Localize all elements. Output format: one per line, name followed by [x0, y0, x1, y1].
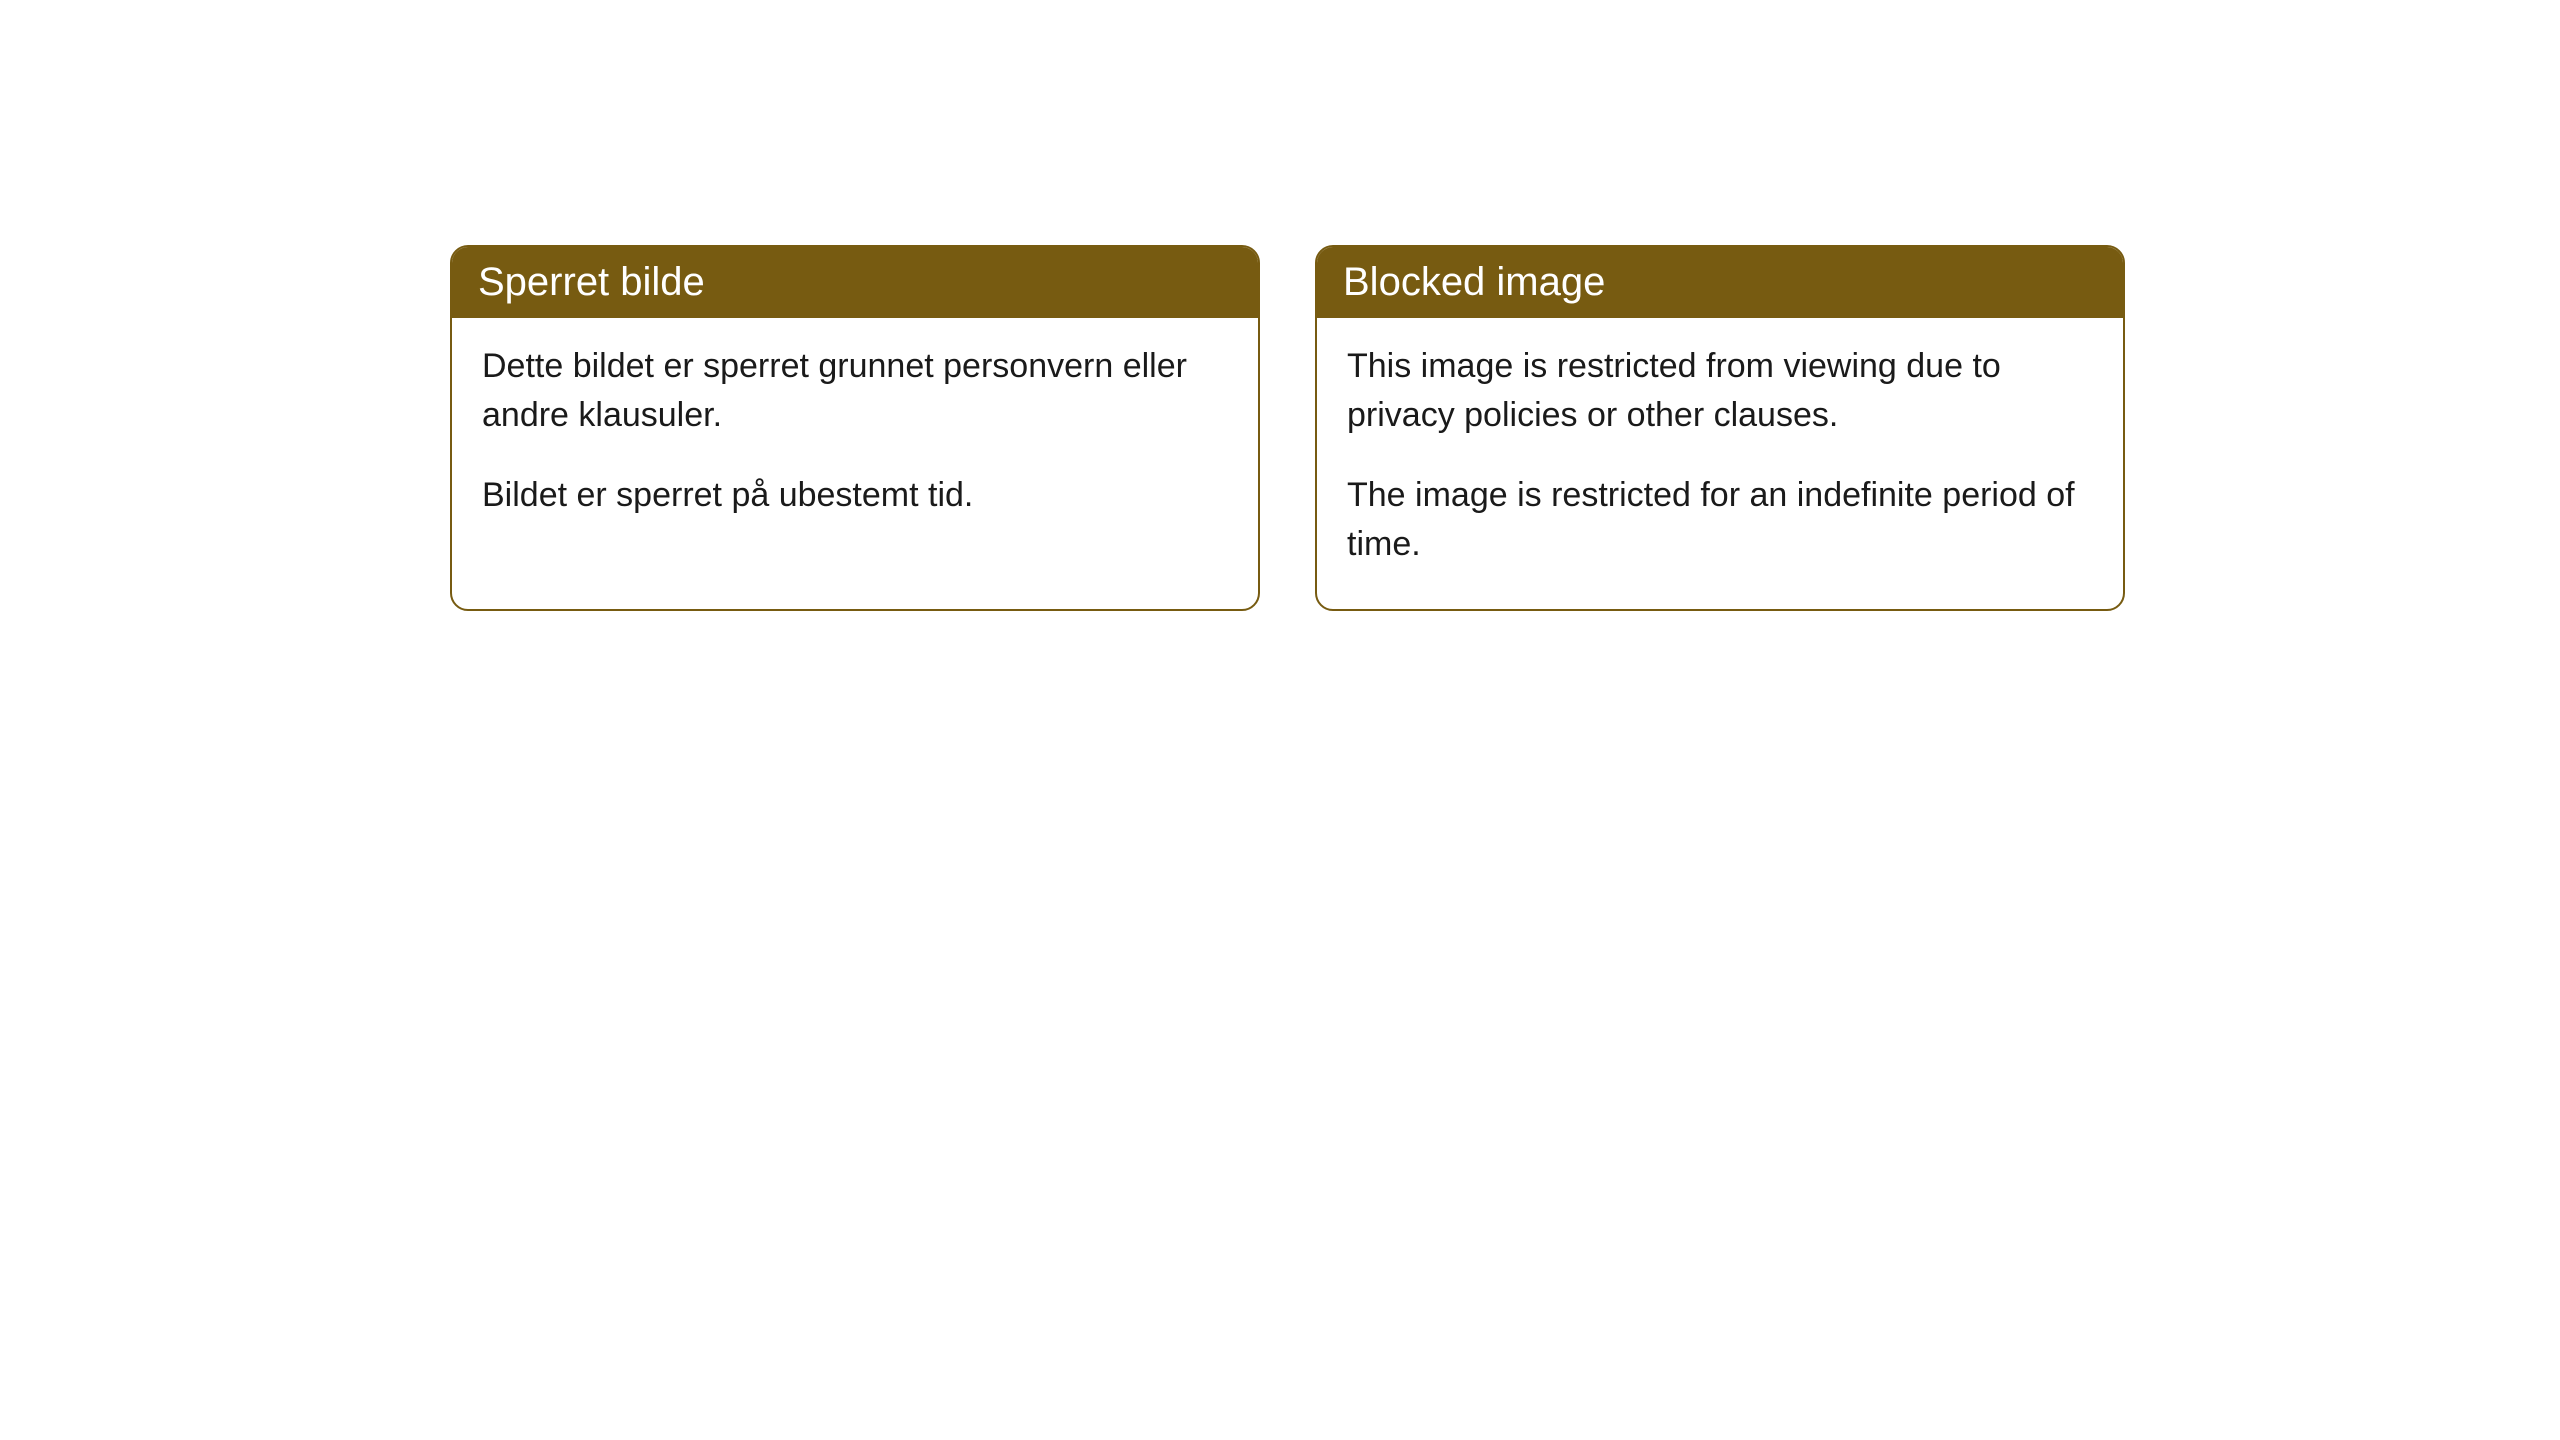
notice-card-english: Blocked image This image is restricted f… [1315, 245, 2125, 611]
card-paragraph: Dette bildet er sperret grunnet personve… [482, 342, 1228, 441]
card-header: Blocked image [1317, 247, 2123, 318]
card-header: Sperret bilde [452, 247, 1258, 318]
card-paragraph: Bildet er sperret på ubestemt tid. [482, 471, 1228, 520]
card-paragraph: The image is restricted for an indefinit… [1347, 471, 2093, 570]
notice-card-norwegian: Sperret bilde Dette bildet er sperret gr… [450, 245, 1260, 611]
card-title: Sperret bilde [478, 260, 705, 304]
card-body: This image is restricted from viewing du… [1317, 318, 2123, 609]
card-title: Blocked image [1343, 260, 1605, 304]
card-body: Dette bildet er sperret grunnet personve… [452, 318, 1258, 560]
notice-card-container: Sperret bilde Dette bildet er sperret gr… [450, 245, 2125, 611]
card-paragraph: This image is restricted from viewing du… [1347, 342, 2093, 441]
